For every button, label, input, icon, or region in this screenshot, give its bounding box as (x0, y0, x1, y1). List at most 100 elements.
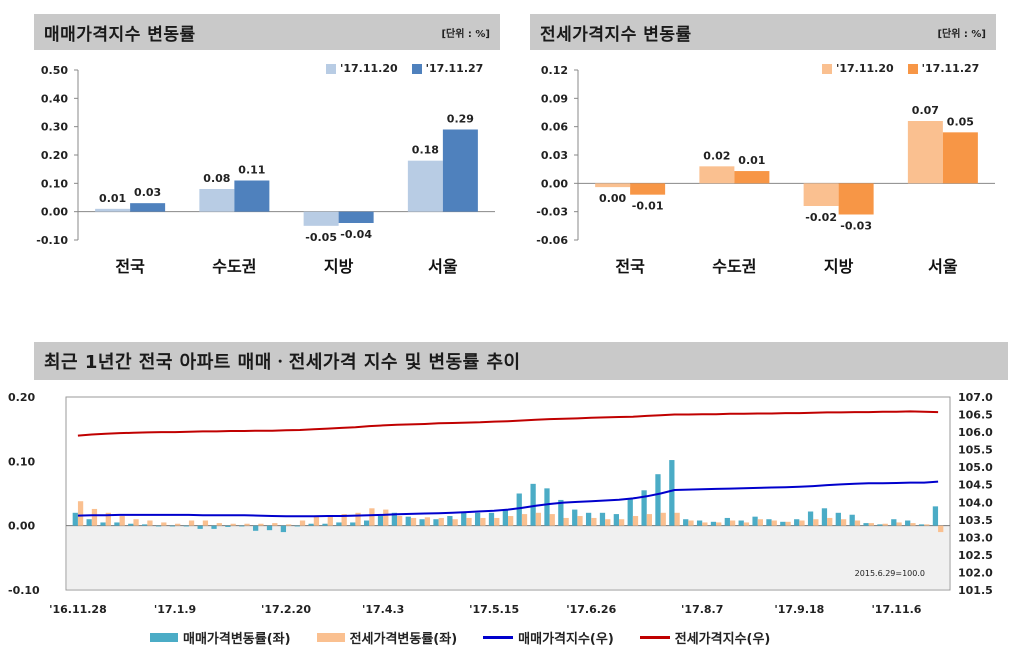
bar-value-label: 0.08 (203, 172, 230, 185)
jeonse-rate-bar (910, 523, 916, 526)
category-label: 수도권 (212, 257, 256, 276)
y-tick-label: -0.10 (36, 234, 68, 247)
x-tick-label: '17.9.18 (774, 603, 824, 616)
sales-change-plot: -0.10 0.00 0.10 0.20 0.30 0.40 0.50 0.01 0.03 전국 0… (36, 64, 495, 276)
sales-rate-bar (516, 493, 522, 526)
legend-item-sales-index: 매매가격지수(우) (483, 628, 614, 647)
jeonse-rate-bar (230, 523, 236, 526)
category-label: 서울 (928, 257, 958, 276)
sales-rate-bar (752, 516, 758, 526)
right-tick-label: 106.5 (958, 409, 993, 422)
jeonse-rate-bar (480, 517, 486, 526)
jeonse-chart-header: 전세가격지수 변동률 [단위 : %] (530, 14, 996, 50)
sales-rate-bar (766, 519, 772, 526)
sales-rate-bar (211, 525, 217, 529)
sales-rate-bar (169, 525, 176, 527)
legend-item-jeonse-index: 전세가격지수(우) (639, 628, 770, 647)
jeonse-rate-bar (646, 514, 653, 526)
left-tick-label: 0.00 (8, 520, 35, 533)
sales-rate-bar (905, 520, 911, 526)
bar-curr (130, 203, 166, 212)
sales-rate-bar (558, 499, 564, 526)
jeonse-rate-bar (299, 520, 306, 526)
sales-rate-bar (447, 516, 453, 526)
y-tick-label: 0.09 (541, 92, 568, 105)
bar-value-label: 0.00 (599, 192, 626, 205)
sales-rate-bar (294, 525, 300, 527)
sales-rate-bar (461, 512, 467, 526)
sales-rate-bar (308, 523, 314, 526)
bar-prev (907, 121, 943, 184)
right-tick-label: 105.5 (958, 444, 993, 457)
jeonse-rate-bar (813, 519, 819, 526)
sales-rate-bar (225, 525, 231, 527)
jeonse-rate-bar (757, 519, 763, 526)
right-tick-label: 104.5 (958, 479, 993, 492)
category-label: 서울 (428, 257, 458, 276)
sales-rate-bar (322, 523, 328, 526)
sales-chart-legend: '17.11.20 '17.11.27 (326, 62, 483, 75)
jeonse-rate-bar (202, 520, 209, 526)
trend-plot: -0.10 0.00 0.10 0.20 101.5 102.0 102.5 103.0 103… (8, 391, 993, 616)
jeonse-rate-bar (674, 512, 680, 526)
legend-item-curr: '17.11.27 (907, 62, 979, 75)
sales-rate-bar (377, 516, 384, 526)
legend-line (483, 636, 514, 639)
sales-rate-bar (738, 520, 744, 526)
jeonse-rate-bar (896, 522, 902, 526)
sales-rate-bar (613, 514, 619, 526)
jeonse-rate-bar (729, 520, 736, 526)
jeonse-rate-bar (938, 525, 944, 533)
sales-rate-bar (891, 519, 897, 526)
y-tick-label: 0.03 (541, 149, 568, 162)
sales-rate-bar (488, 512, 495, 526)
legend-swatch (822, 63, 832, 74)
jeonse-rate-bar (244, 523, 250, 526)
bar-value-label: 0.01 (738, 154, 765, 167)
jeonse-rate-bar (632, 516, 639, 526)
x-tick-label: '17.5.15 (469, 603, 519, 616)
jeonse-rate-bar (508, 516, 514, 526)
legend-item-prev: '17.11.20 (822, 62, 894, 75)
y-tick-label: 0.00 (41, 206, 68, 219)
bar-value-label: 0.05 (947, 115, 974, 128)
sales-rate-bar (280, 525, 287, 533)
jeonse-rate-bar (105, 512, 111, 526)
bar-value-label: -0.04 (340, 228, 372, 241)
jeonse-rate-bar (383, 509, 389, 526)
sales-rate-bar (266, 525, 273, 531)
jeonse-rate-bar (438, 517, 444, 526)
jeonse-rate-bar (77, 501, 84, 526)
jeonse-change-plot: -0.06 -0.03 0.00 0.03 0.06 0.09 0.12 0.00 -0.01 전… (536, 64, 995, 276)
sales-rate-bar (239, 525, 245, 527)
sales-rate-bar (877, 524, 883, 526)
jeonse-rate-bar (91, 508, 98, 526)
jeonse-rate-bar (577, 516, 583, 526)
x-tick-label: '17.4.3 (362, 603, 404, 616)
jeonse-rate-bar (591, 517, 597, 526)
bar-value-label: -0.02 (805, 211, 837, 224)
jeonse-rate-bar (618, 519, 625, 526)
jeonse-rate-bar (258, 523, 264, 526)
jeonse-rate-bar (563, 517, 569, 526)
sales-rate-bar (724, 517, 730, 526)
bar-value-label: 0.11 (238, 164, 265, 177)
jeonse-rate-bar (452, 519, 458, 526)
right-tick-label: 106.0 (958, 426, 993, 439)
sales-rate-bar (918, 524, 925, 526)
sales-rate-bar (474, 512, 481, 526)
sales-rate-bar (433, 519, 439, 526)
sales-rate-bar (821, 508, 828, 526)
bar-curr (838, 183, 874, 215)
bar-value-label: 0.01 (99, 192, 126, 205)
x-tick-label: '17.11.6 (871, 603, 921, 616)
sales-chart-title: 매매가격지수 변동률 (44, 24, 196, 45)
trend-chart-title: 최근 1년간 전국 아파트 매매ㆍ전세가격 지수 및 변동률 추이 (44, 352, 521, 373)
sales-rate-bar (72, 512, 78, 526)
sales-rate-bar (544, 488, 550, 526)
bar-prev (95, 208, 131, 212)
jeonse-rate-bar (785, 521, 791, 526)
sales-index-line (77, 480, 939, 518)
category-label: 전국 (115, 257, 145, 276)
jeonse-rate-bar (660, 512, 666, 526)
